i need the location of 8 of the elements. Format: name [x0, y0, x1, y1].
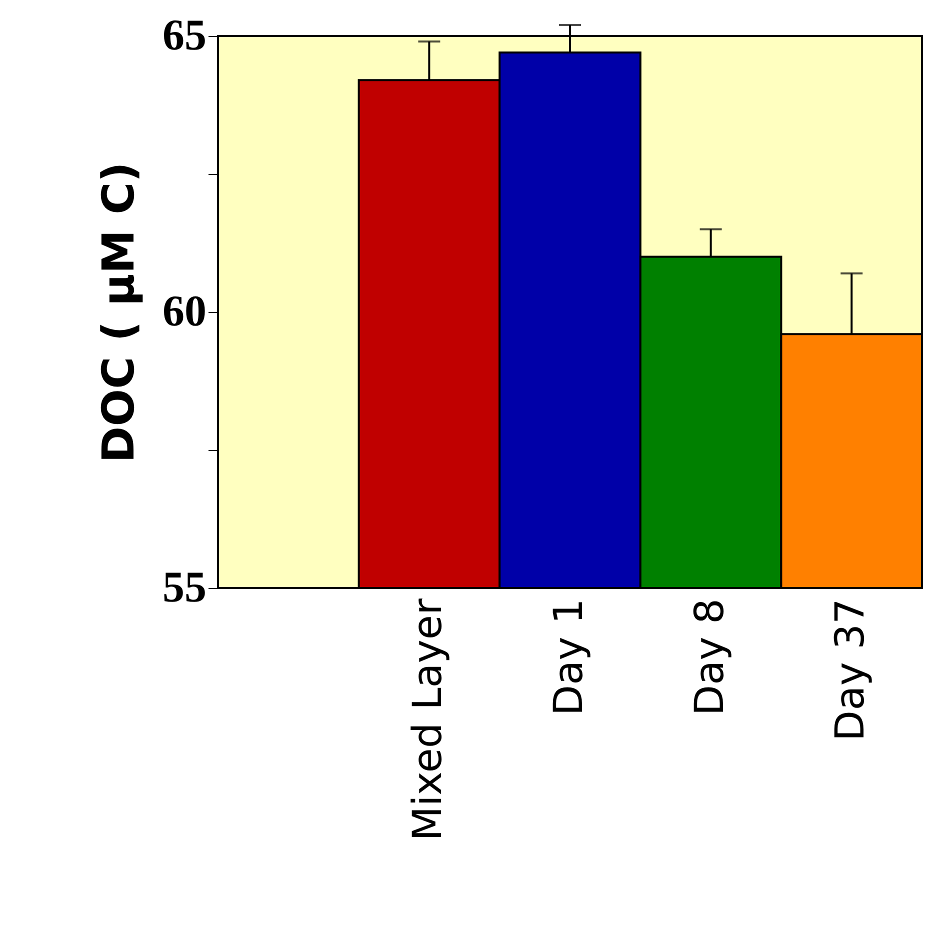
y-axis-title: DOC ( μM C): [94, 162, 144, 463]
y-tick-label: 65: [162, 10, 206, 60]
x-tick-label: Day 1: [546, 598, 592, 716]
x-tick-label: Day 37: [828, 598, 874, 742]
y-tick-label: 55: [162, 562, 206, 612]
x-tick-label: Day 8: [686, 598, 733, 716]
y-tick-label: 60: [162, 286, 206, 336]
x-tick-label: Mixed Layer: [405, 598, 452, 841]
